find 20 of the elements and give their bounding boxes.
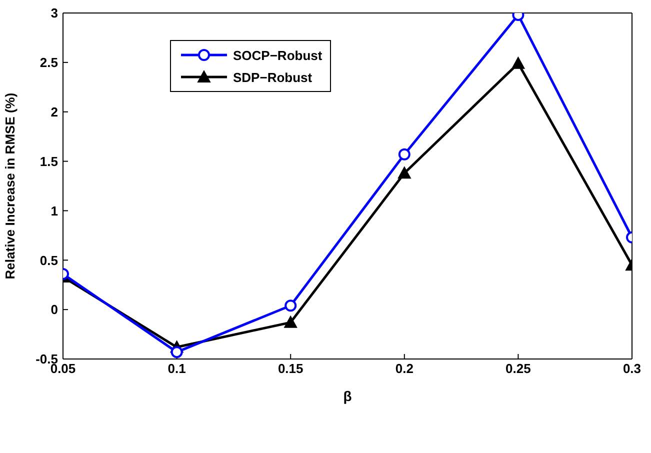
y-tick-label: 1.5 <box>40 154 58 169</box>
x-tick-label: 0.15 <box>278 361 304 376</box>
y-tick-label: 3 <box>50 6 58 21</box>
x-axis-title: β <box>343 388 352 404</box>
legend-label: SOCP−Robust <box>233 48 322 62</box>
legend-label: SDP−Robust <box>233 70 312 84</box>
y-tick-label: 2.5 <box>40 55 58 70</box>
y-tick-label: 0.5 <box>40 252 58 268</box>
point <box>398 166 411 179</box>
x-tick-label: 0.2 <box>395 361 414 376</box>
x-tick-label: 0.25 <box>506 361 531 376</box>
x-tick-label: 0.1 <box>168 361 186 376</box>
y-tick-label: 2 <box>50 104 58 120</box>
point <box>398 148 410 160</box>
y-tick-label: 0 <box>50 302 58 318</box>
point <box>284 316 298 328</box>
point <box>284 300 297 312</box>
y-axis-title: Relative Increase in RMSE (%) <box>2 92 18 280</box>
x-tick-label: 0.3 <box>622 361 642 376</box>
y-tick-label: 1 <box>50 203 58 218</box>
